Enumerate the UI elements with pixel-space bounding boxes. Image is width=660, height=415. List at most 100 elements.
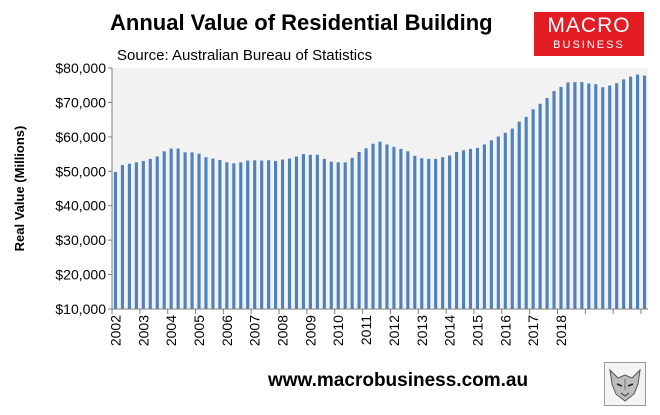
footer-url[interactable]: www.macrobusiness.com.au xyxy=(268,370,529,391)
bar xyxy=(246,160,250,309)
logo-line-1: MACRO xyxy=(547,14,631,37)
x-tick-label: 2012 xyxy=(386,315,402,346)
bar xyxy=(183,152,187,309)
x-tick-label: 2003 xyxy=(135,315,151,346)
bar xyxy=(169,148,173,309)
bar xyxy=(441,157,445,309)
bar xyxy=(482,144,486,309)
x-tick-label: 2018 xyxy=(553,315,569,346)
wolf-logo-icon xyxy=(604,362,646,406)
bar xyxy=(468,148,473,309)
bar xyxy=(176,148,180,309)
bar xyxy=(197,153,201,309)
bar xyxy=(531,109,535,309)
bar xyxy=(162,151,166,309)
bar xyxy=(371,143,375,309)
logo-line-2: BUSINESS xyxy=(553,39,625,51)
bar xyxy=(322,158,326,309)
bar xyxy=(524,116,528,309)
bar xyxy=(475,147,480,309)
bar xyxy=(615,83,619,310)
y-tick-label: $30,000 xyxy=(55,232,106,248)
x-tick-label: 2011 xyxy=(358,315,374,345)
bar xyxy=(148,158,152,309)
bar xyxy=(350,157,354,309)
x-axis: 2002 2003 2004 2005 2006 2007 2008 2009 2010 2011… xyxy=(107,308,648,346)
bar xyxy=(336,162,340,309)
bar xyxy=(635,74,640,309)
bar xyxy=(413,155,417,309)
bar xyxy=(601,87,605,309)
bar xyxy=(274,160,278,309)
bar-series xyxy=(113,74,647,310)
bar xyxy=(253,160,257,309)
bar xyxy=(496,136,500,309)
x-tick-label: 2009 xyxy=(302,315,318,346)
x-tick-label: 2010 xyxy=(330,315,346,346)
bar xyxy=(448,155,452,309)
bar xyxy=(134,162,138,309)
y-tick-label: $10,000 xyxy=(55,301,106,317)
bar xyxy=(190,152,194,309)
bar xyxy=(461,150,466,309)
bar xyxy=(503,132,507,309)
x-tick-label: 2017 xyxy=(525,315,541,346)
bar xyxy=(211,158,215,309)
bar xyxy=(587,83,591,310)
bar xyxy=(141,160,145,309)
bar xyxy=(566,82,570,310)
bar xyxy=(517,121,521,310)
x-tick-label: 2006 xyxy=(219,315,235,346)
y-tick-label: $70,000 xyxy=(55,94,106,110)
bar xyxy=(608,85,612,309)
bar xyxy=(364,148,368,309)
bar xyxy=(489,140,493,309)
bar xyxy=(287,158,292,309)
x-tick-label: 2004 xyxy=(163,315,179,346)
bar xyxy=(580,82,584,310)
bar xyxy=(559,86,563,309)
bar xyxy=(301,154,305,309)
bar xyxy=(510,128,514,309)
x-tick-label: 2007 xyxy=(247,315,263,346)
y-tick-label: $60,000 xyxy=(55,129,106,145)
x-tick-label: 2016 xyxy=(497,315,513,346)
x-tick-label: 2002 xyxy=(107,315,123,346)
y-tick-label: $40,000 xyxy=(55,198,106,214)
bar xyxy=(357,152,361,309)
bar xyxy=(385,144,389,309)
y-axis-label: Real Value (Millions) xyxy=(12,126,27,252)
bar xyxy=(594,84,598,310)
bar xyxy=(204,157,208,309)
bar xyxy=(378,141,382,309)
x-tick-label: 2013 xyxy=(414,315,430,346)
bar xyxy=(120,165,125,309)
bar xyxy=(239,162,243,309)
y-tick-label: $80,000 xyxy=(55,60,106,76)
bar xyxy=(113,171,118,309)
bar xyxy=(420,158,424,309)
chart-title: Annual Value of Residential Building xyxy=(110,10,493,35)
bar xyxy=(573,82,577,310)
x-tick-label: 2008 xyxy=(275,315,291,346)
bar xyxy=(155,156,159,309)
bar xyxy=(434,158,438,309)
bar xyxy=(127,163,131,309)
bar xyxy=(260,160,264,309)
bar xyxy=(267,160,271,309)
bar xyxy=(329,161,333,309)
bar xyxy=(427,158,431,309)
bar xyxy=(455,152,459,309)
x-tick-label: 2005 xyxy=(191,315,207,346)
bar xyxy=(538,103,542,309)
bar xyxy=(399,148,403,309)
bar xyxy=(622,79,626,309)
bar xyxy=(642,75,647,309)
bar xyxy=(218,159,222,309)
bar xyxy=(315,154,319,309)
bar xyxy=(392,146,396,309)
bar xyxy=(552,91,556,309)
x-tick-label: 2014 xyxy=(442,315,458,346)
bar xyxy=(294,156,299,309)
